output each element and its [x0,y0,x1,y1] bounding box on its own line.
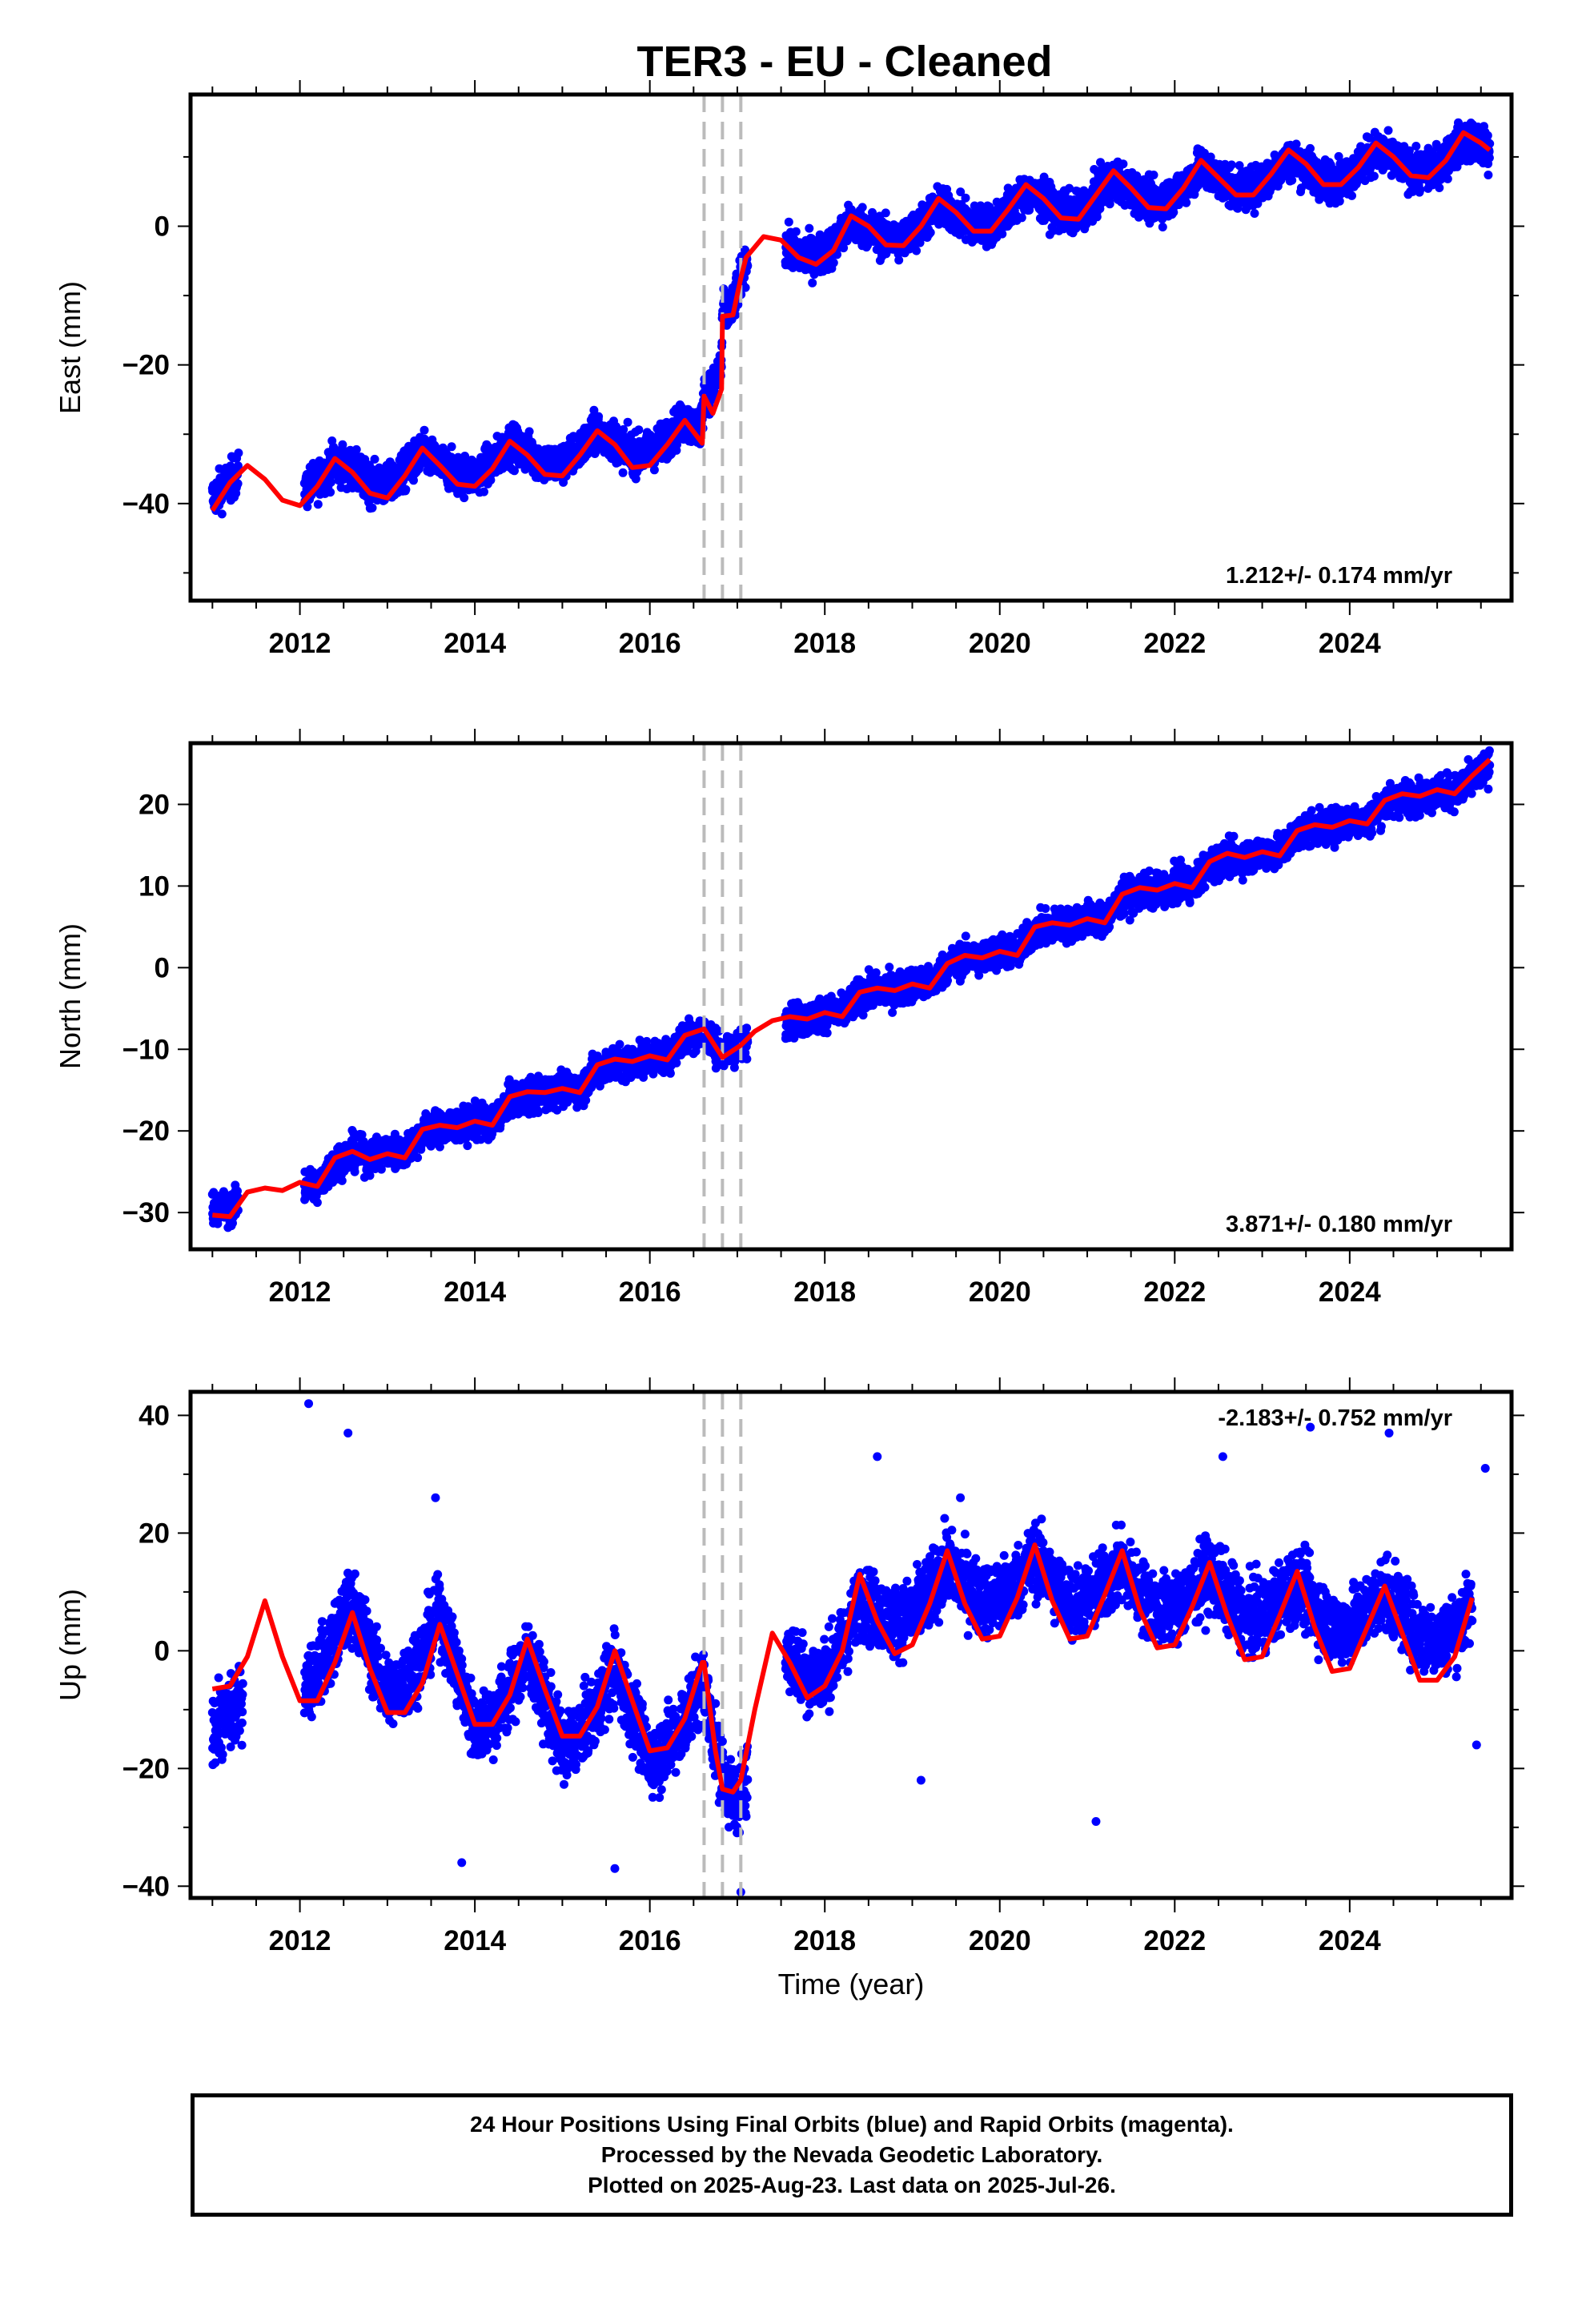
data-point [857,203,867,212]
data-point [808,278,817,287]
data-point [367,503,377,513]
data-point [741,245,749,255]
data-point [420,425,429,435]
data-point [956,187,966,197]
x-tick-label: 2016 [619,628,681,659]
data-point [710,388,719,397]
data-point [460,493,469,503]
data-point [303,502,312,512]
data-point [1435,183,1444,192]
y-tick-label: −40 [122,489,170,520]
data-point [1287,175,1297,185]
data-point [326,488,335,497]
y-tick-label: 0 [155,211,170,242]
data-point [1250,209,1259,218]
data-point [1092,212,1102,222]
data-point [926,227,935,237]
data-point [805,223,814,233]
data-point [839,243,849,253]
data-point [1484,153,1494,163]
y-axis-label: East (mm) [54,281,86,414]
plot-area [207,743,1495,1249]
data-point [894,255,904,265]
x-tick-label: 2018 [793,628,856,659]
data-point [486,476,496,485]
data-point [1039,172,1049,182]
data-point [619,424,628,434]
data-point [351,444,361,454]
data-point [784,217,793,227]
data-point [447,442,456,452]
x-tick-label: 2022 [1143,628,1206,659]
data-point [881,208,890,218]
data-point [1158,223,1167,231]
panels: 2012 2014 2016 2018 2020 2022 2024 −40 −20 0 East … [54,80,1524,2000]
data-point [1105,199,1114,209]
data-point [1484,171,1493,179]
data-point [370,454,379,464]
data-point [1065,183,1074,193]
data-point [524,427,534,436]
data-point [912,246,921,255]
panel-east: 2012 2014 2016 2018 2020 2022 2024 −40 −20 0 East … [54,80,1524,659]
panel-north: 2012 2014 2016 2018 2020 2022 2024−30−20−10010… [54,729,1524,1308]
data-point [1383,126,1393,135]
x-tick-label: 2014 [444,628,506,659]
data-points [207,118,1495,519]
x-tick-label: 2012 [269,628,331,659]
data-point [327,477,335,487]
data-point [1182,198,1191,207]
data-point [217,509,227,519]
figure-title: TER3 - EU - Cleaned [636,38,1052,86]
data-point [631,474,640,484]
data-point [618,468,628,477]
data-point [594,412,604,421]
data-point [1227,160,1236,170]
data-point [634,425,644,435]
data-point [829,258,838,267]
data-point [313,500,323,509]
data-point [1443,174,1452,183]
data-point [868,207,877,217]
data-point [1347,191,1356,200]
data-point [1369,171,1379,181]
data-point [1411,142,1421,151]
data-point [234,448,243,458]
data-point [791,227,801,236]
rate-label: 1.212+/- 0.174 mm/yr [1226,563,1452,589]
data-point [649,465,659,475]
data-point [741,283,750,292]
data-point [1149,171,1158,179]
data-point [1483,131,1492,140]
data-point [1118,159,1128,169]
y-tick-label: −20 [122,350,170,381]
data-point [510,466,519,476]
data-point [1306,143,1315,153]
x-tick-label: 2024 [1319,628,1381,659]
data-point [338,440,347,449]
data-point [961,193,970,203]
data-point [623,417,632,427]
plot-area [207,94,1495,601]
data-point [613,457,623,467]
data-point [1415,185,1425,195]
data-point [480,487,488,497]
data-point [998,229,1007,239]
data-point [401,485,411,494]
data-point [1017,213,1026,223]
x-tick-label: 2020 [969,628,1031,659]
data-point [233,479,243,489]
data-point [589,405,599,415]
